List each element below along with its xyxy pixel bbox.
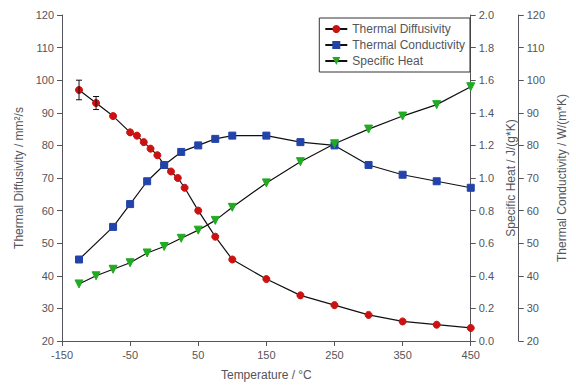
svg-text:1.4: 1.4 bbox=[479, 107, 494, 119]
svg-text:70: 70 bbox=[42, 172, 54, 184]
svg-text:100: 100 bbox=[527, 74, 545, 86]
svg-text:Specific Heat / J/(g*K): Specific Heat / J/(g*K) bbox=[504, 119, 518, 236]
svg-text:0.8: 0.8 bbox=[479, 205, 494, 217]
svg-text:80: 80 bbox=[42, 139, 54, 151]
svg-text:20: 20 bbox=[42, 335, 54, 347]
svg-text:Thermal Conductivity / W/(m*K): Thermal Conductivity / W/(m*K) bbox=[555, 94, 569, 262]
svg-text:450: 450 bbox=[462, 349, 480, 361]
svg-text:110: 110 bbox=[36, 42, 54, 54]
svg-text:50: 50 bbox=[527, 237, 539, 249]
svg-text:90: 90 bbox=[42, 107, 54, 119]
svg-text:60: 60 bbox=[527, 205, 539, 217]
svg-text:1.0: 1.0 bbox=[479, 172, 494, 184]
svg-text:80: 80 bbox=[527, 139, 539, 151]
svg-text:Thermal Diffusivity / mm²/s: Thermal Diffusivity / mm²/s bbox=[12, 107, 26, 249]
svg-text:30: 30 bbox=[42, 302, 54, 314]
svg-text:40: 40 bbox=[42, 270, 54, 282]
svg-text:1.6: 1.6 bbox=[479, 74, 494, 86]
svg-text:Temperature / °C: Temperature / °C bbox=[221, 368, 312, 382]
svg-text:250: 250 bbox=[325, 349, 343, 361]
svg-text:60: 60 bbox=[42, 205, 54, 217]
svg-text:1.2: 1.2 bbox=[479, 139, 494, 151]
svg-text:0.4: 0.4 bbox=[479, 270, 494, 282]
svg-text:Thermal Diffusivity: Thermal Diffusivity bbox=[352, 22, 450, 36]
svg-text:120: 120 bbox=[36, 9, 54, 21]
svg-text:20: 20 bbox=[527, 335, 539, 347]
svg-text:40: 40 bbox=[527, 270, 539, 282]
svg-text:110: 110 bbox=[527, 42, 545, 54]
svg-text:50: 50 bbox=[42, 237, 54, 249]
svg-text:120: 120 bbox=[527, 9, 545, 21]
svg-text:-150: -150 bbox=[51, 349, 73, 361]
svg-text:Thermal Conductivity: Thermal Conductivity bbox=[352, 38, 465, 52]
svg-text:Specific Heat: Specific Heat bbox=[352, 54, 423, 68]
svg-text:50: 50 bbox=[192, 349, 204, 361]
svg-text:30: 30 bbox=[527, 302, 539, 314]
svg-text:0.6: 0.6 bbox=[479, 237, 494, 249]
svg-text:-50: -50 bbox=[122, 349, 138, 361]
svg-text:350: 350 bbox=[393, 349, 411, 361]
svg-text:2.0: 2.0 bbox=[479, 9, 494, 21]
svg-text:70: 70 bbox=[527, 172, 539, 184]
svg-text:100: 100 bbox=[36, 74, 54, 86]
svg-text:150: 150 bbox=[257, 349, 275, 361]
svg-text:0.0: 0.0 bbox=[479, 335, 494, 347]
svg-text:0.2: 0.2 bbox=[479, 302, 494, 314]
svg-text:1.8: 1.8 bbox=[479, 42, 494, 54]
svg-text:90: 90 bbox=[527, 107, 539, 119]
